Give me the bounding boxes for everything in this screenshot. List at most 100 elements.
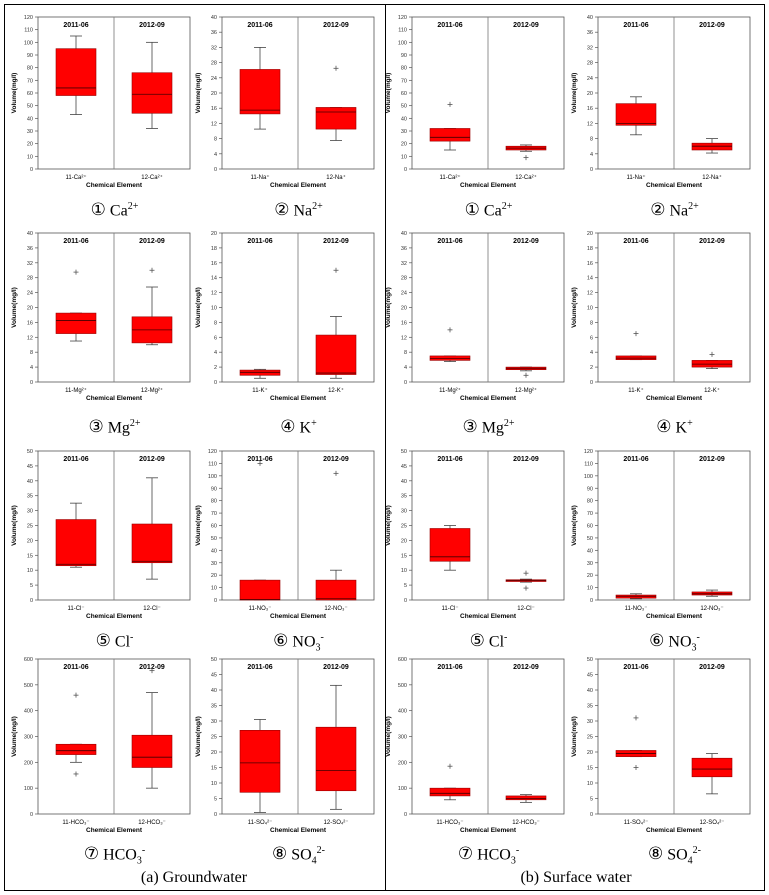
period-label: 2011-06	[623, 664, 648, 671]
box	[429, 128, 471, 142]
y-tick-label: 30	[211, 719, 217, 725]
chart-caption-16: ⑧ SO42-	[582, 841, 767, 872]
y-tick-label: 14	[211, 276, 217, 282]
boxplot-chart-8: 0 2 4 6 8 10 12 14 16 18 20 Volume(mg/l) 2011-06 2012…	[571, 231, 751, 402]
y-tick-label: 2	[214, 365, 217, 371]
y-tick-label: 6	[590, 335, 593, 341]
x-axis-label: Chemical Element	[460, 182, 517, 189]
y-tick-label: 18	[211, 246, 217, 252]
caption-ion: Mg	[481, 419, 504, 437]
y-tick-label: 24	[27, 291, 33, 297]
y-tick-label: 200	[24, 760, 33, 766]
y-tick-label: 40	[27, 479, 33, 485]
caption-superscript: -	[320, 632, 324, 643]
chart-caption-1: ① Ca2+	[22, 197, 207, 221]
y-tick-label: 15	[27, 553, 33, 559]
period-label: 2012-09	[139, 22, 165, 29]
box	[505, 795, 547, 801]
period-label: 2011-06	[63, 664, 88, 671]
y-tick-label: 20	[401, 142, 407, 148]
x-category-label: 12-NO₃⁻	[700, 606, 723, 612]
y-tick-label: 16	[587, 261, 593, 267]
y-tick-label: 20	[211, 573, 217, 579]
y-tick-label: 100	[398, 40, 407, 46]
section-title-groundwater: (a) Groundwater	[140, 869, 248, 886]
boxplot-chart-12: 0 10 20 30 40 50 60 70 80 90 100 110 120 Volume(mg/l)…	[571, 449, 751, 620]
box	[55, 48, 97, 96]
x-category-label: 11-K⁺	[252, 387, 267, 394]
y-tick-label: 30	[587, 561, 593, 567]
y-tick-label: 100	[584, 474, 593, 480]
x-category-label: 12-NO₃⁻	[324, 606, 347, 612]
y-tick-label: 40	[27, 116, 33, 122]
y-tick-label: 6	[214, 335, 217, 341]
box	[239, 69, 281, 115]
y-tick-label: 90	[211, 486, 217, 492]
caption-ion: Ca	[109, 202, 128, 220]
y-tick-label: 0	[590, 598, 593, 604]
caption-number: ③	[88, 417, 104, 438]
caption-superscript: 2+	[503, 418, 515, 429]
period-label: 2012-09	[513, 456, 539, 463]
box	[315, 579, 357, 601]
y-tick-label: 100	[398, 786, 407, 792]
chart-caption-3: ① Ca2+	[396, 197, 581, 221]
y-tick-label: 16	[401, 320, 407, 326]
x-category-label: 12-Na⁺	[326, 174, 346, 181]
x-axis-label: Chemical Element	[86, 827, 143, 834]
y-tick-label: 20	[587, 750, 593, 756]
y-tick-label: 0	[30, 598, 33, 604]
caption-ion: NO	[668, 633, 692, 651]
boxplot-chart-7: 0 4 8 12 16 20 24 28 32 36 40 Volume(mg/l) 2011-06 20…	[385, 231, 565, 402]
caption-superscript: 2+	[501, 201, 513, 212]
y-tick-label: 4	[590, 350, 593, 356]
y-axis-label: Volume(mg/l)	[195, 287, 202, 328]
y-tick-label: 20	[27, 142, 33, 148]
y-tick-label: 25	[401, 524, 407, 530]
chart-caption-14: ⑧ SO42-	[206, 841, 391, 872]
y-tick-label: 4	[590, 152, 593, 158]
caption-ion: SO	[667, 846, 688, 864]
x-category-label: 12-K⁺	[704, 387, 720, 394]
x-category-label: 11-Mg²⁺	[439, 387, 461, 394]
y-tick-label: 0	[214, 380, 217, 386]
y-tick-label: 10	[401, 154, 407, 160]
box	[691, 757, 733, 778]
x-category-label: 12-HCO₃⁻	[512, 820, 540, 826]
x-axis-label: Chemical Element	[270, 395, 327, 402]
x-axis-label: Chemical Element	[460, 613, 517, 620]
y-tick-label: 20	[587, 573, 593, 579]
figure-frame	[4, 4, 765, 891]
caption-superscript: -	[130, 632, 134, 643]
y-tick-label: 70	[587, 511, 593, 517]
caption-superscript: 2-	[316, 845, 326, 856]
y-tick-label: 40	[401, 231, 407, 237]
period-label: 2012-09	[699, 238, 725, 245]
y-tick-label: 20	[27, 538, 33, 544]
y-tick-label: 5	[214, 797, 217, 803]
y-tick-label: 0	[214, 598, 217, 604]
x-category-label: 12-HCO₃⁻	[138, 820, 166, 826]
boxplot-chart-10: 0 10 20 30 40 50 60 70 80 90 100 110 120 Volume(mg/l)…	[195, 449, 375, 620]
y-tick-label: 2	[590, 365, 593, 371]
y-tick-label: 0	[404, 598, 407, 604]
period-label: 2011-06	[63, 238, 88, 245]
x-category-label: 11-NO₃⁻	[249, 606, 272, 612]
y-tick-label: 0	[214, 167, 217, 173]
y-tick-label: 100	[208, 474, 217, 480]
y-tick-label: 20	[27, 306, 33, 312]
chart-caption-5: ③ Mg2+	[22, 414, 207, 438]
caption-number: ⑤	[95, 631, 111, 652]
box	[131, 734, 173, 768]
y-tick-label: 40	[27, 231, 33, 237]
caption-superscript: 2+	[129, 418, 141, 429]
y-tick-label: 60	[401, 91, 407, 97]
x-category-label: 12-SO₄²⁻	[700, 820, 725, 826]
boxplot-chart-14: 0 5 10 15 20 25 30 35 40 45 50 Volume(mg/l) 2011-06 2…	[195, 657, 375, 834]
y-tick-label: 4	[214, 152, 217, 158]
section-title-surface-water: (b) Surface water	[520, 869, 632, 886]
y-tick-label: 90	[27, 53, 33, 59]
y-tick-label: 45	[27, 464, 33, 470]
y-tick-label: 15	[211, 766, 217, 772]
y-tick-label: 12	[27, 335, 33, 341]
